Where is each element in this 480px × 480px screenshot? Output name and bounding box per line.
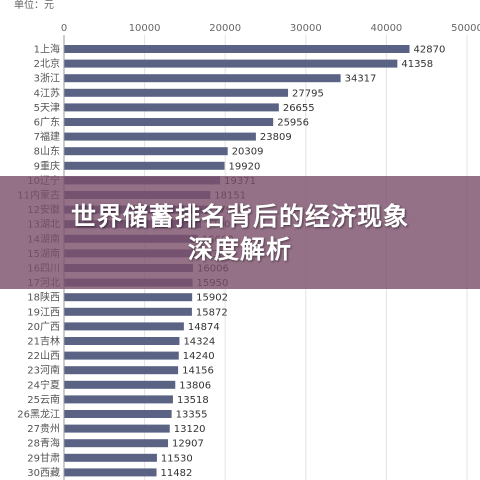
bar — [64, 59, 398, 68]
x-axis-ticks: 0 10000 20000 30000 40000 50000 — [61, 23, 480, 34]
category-label: 5天津 — [34, 102, 60, 114]
bar — [64, 468, 157, 477]
value-label: 42870 — [414, 45, 446, 56]
value-label: 25956 — [277, 118, 309, 129]
value-label: 12907 — [172, 439, 204, 450]
value-label: 14324 — [183, 337, 215, 348]
value-label: 27795 — [292, 88, 324, 99]
value-label: 23809 — [260, 132, 292, 143]
value-label: 14874 — [188, 322, 220, 333]
category-label: 6广东 — [34, 116, 60, 129]
category-label: 7福建 — [34, 130, 60, 143]
bar — [64, 147, 228, 156]
category-label: 1上海 — [34, 43, 60, 56]
banner-title-line-1: 世界储蓄排名背后的经济现象 — [70, 201, 409, 231]
value-label: 34317 — [345, 74, 377, 85]
value-label: 20309 — [232, 147, 264, 158]
value-label: 15872 — [196, 307, 228, 318]
bar — [64, 351, 179, 360]
bar — [64, 424, 170, 433]
bar — [64, 322, 184, 331]
value-label: 13806 — [179, 380, 211, 391]
category-label: 2北京 — [34, 57, 60, 70]
value-label: 14240 — [183, 351, 215, 362]
bar — [64, 103, 279, 112]
category-label: 27贵州 — [27, 422, 60, 435]
unit-label: 单位：元 — [14, 0, 54, 11]
category-label: 30西藏 — [27, 467, 60, 479]
value-label: 13355 — [176, 410, 208, 421]
category-label: 23河南 — [27, 364, 60, 377]
category-label: 22山西 — [27, 350, 60, 362]
x-tick-label: 30000 — [290, 23, 322, 34]
value-label: 41358 — [401, 59, 433, 70]
category-label: 8山东 — [34, 145, 60, 158]
x-tick-label: 10000 — [129, 23, 161, 34]
x-tick-label: 40000 — [370, 23, 402, 34]
category-label: 19江西 — [27, 306, 60, 318]
bar — [64, 161, 225, 170]
bar — [64, 45, 410, 53]
bar — [64, 380, 176, 389]
bar — [64, 439, 169, 448]
category-label: 20广西 — [27, 321, 60, 333]
x-tick-label: 50000 — [451, 23, 480, 34]
value-label: 11530 — [161, 453, 193, 464]
bar — [64, 337, 180, 345]
title-banner: 世界储蓄排名背后的经济现象 深度解析 — [0, 176, 480, 289]
x-tick-label: 0 — [61, 23, 67, 34]
bar — [64, 410, 172, 418]
value-label: 19920 — [229, 161, 261, 172]
category-label: 29甘肃 — [27, 451, 60, 464]
bar — [64, 118, 274, 126]
banner-title-line-2: 深度解析 — [187, 234, 292, 264]
value-label: 13518 — [177, 395, 209, 406]
bar — [64, 74, 341, 83]
category-label: 26黑龙江 — [17, 408, 60, 421]
bar — [64, 307, 192, 316]
category-label: 18陕西 — [27, 291, 60, 304]
value-label: 11482 — [161, 468, 193, 479]
bar — [64, 453, 157, 462]
bar — [64, 366, 179, 375]
category-label: 25云南 — [27, 393, 60, 406]
value-label: 15902 — [196, 293, 228, 304]
category-label: 24宁夏 — [27, 378, 60, 391]
category-label: 4江苏 — [34, 86, 60, 99]
category-label: 28青海 — [27, 437, 60, 450]
category-label: 3浙江 — [34, 73, 60, 85]
bar — [64, 88, 289, 97]
value-label: 26655 — [283, 103, 315, 114]
bar — [64, 293, 193, 302]
x-tick-label: 20000 — [209, 23, 241, 34]
category-label: 21吉林 — [27, 335, 60, 348]
value-label: 13120 — [174, 424, 206, 435]
category-label: 9重庆 — [34, 159, 60, 172]
value-label: 14156 — [182, 366, 214, 377]
bar — [64, 132, 256, 141]
bar — [64, 395, 173, 404]
